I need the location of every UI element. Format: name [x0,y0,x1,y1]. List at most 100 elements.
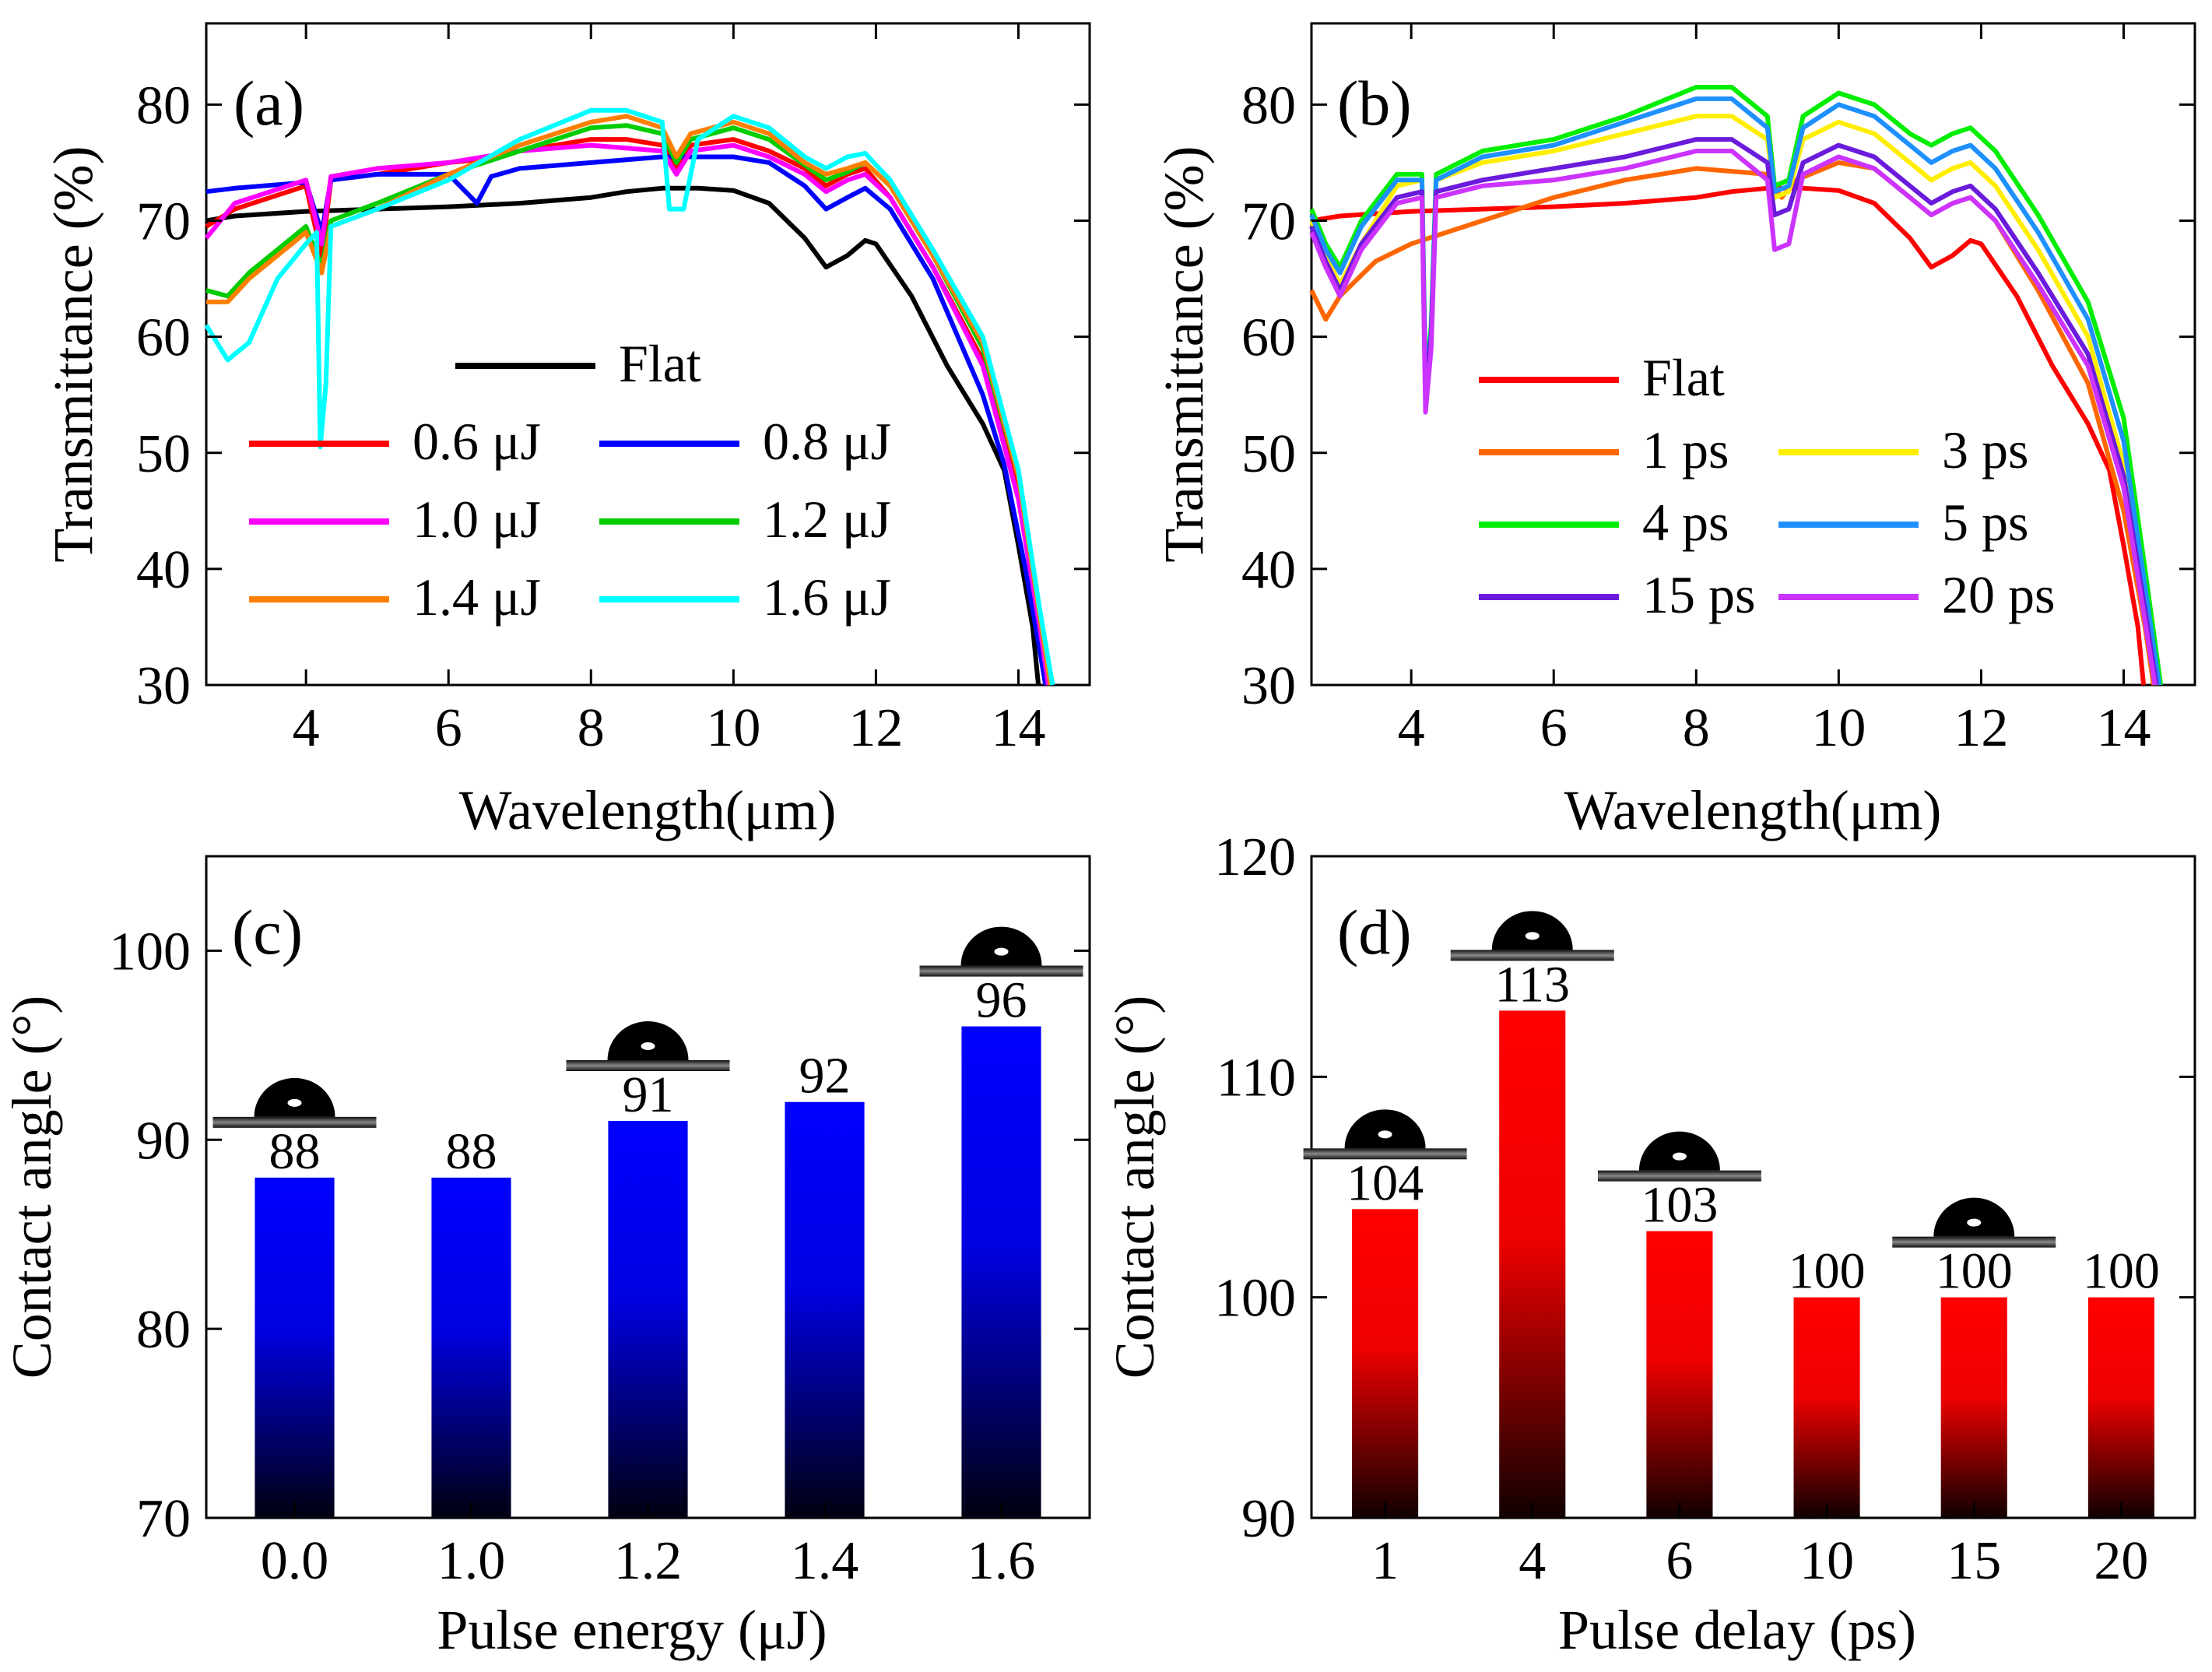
y-tick-label: 30 [1241,656,1296,716]
bar-20 [2087,1297,2154,1518]
panel-b-legend: Flat 1 ps 3 ps 4 ps 5 ps 15 ps 20 ps [1479,348,2055,624]
bar-value-label: 92 [799,1048,851,1105]
droplet-shape [1344,1109,1426,1149]
x-tick-label: 1.0 [437,1531,506,1591]
bar-1-4 [785,1101,865,1518]
substrate-shape [919,965,1083,977]
legend-label-5-ps: 5 ps [1942,493,2028,552]
x-tick-label: 12 [1954,698,2008,758]
droplet-shape [1491,911,1573,950]
y-tick-label: 90 [1241,1489,1296,1549]
panel-d-ylabel: Contact angle (°) [1104,996,1166,1379]
bar-0-0 [255,1177,335,1518]
droplet-highlight [287,1098,302,1107]
panel-c-label: (c) [232,897,303,968]
legend-label-20-ps: 20 ps [1942,565,2055,624]
panel-a-ylabel: Transmittance (%) [42,146,104,562]
droplet-inset-icon [212,1077,377,1128]
x-tick-label: 14 [2096,698,2151,758]
y-tick-label: 90 [136,1111,191,1171]
panel-b-xlabel: Wavelength(μm) [1564,779,1942,841]
legend-label-flat: Flat [619,334,701,393]
droplet-inset-icon [1892,1197,2056,1248]
series-line-15-ps [1309,137,2159,686]
y-tick-label: 80 [1241,76,1296,135]
y-tick-label: 60 [136,308,191,368]
x-tick-label: 1 [1371,1531,1399,1591]
series-line-flat [1311,185,2147,686]
droplet-highlight [1967,1218,1982,1227]
panel-c-bars: 88 88 91 92 96 [212,926,1083,1518]
bar-10 [1793,1297,1860,1518]
bar-value-label: 88 [446,1123,497,1180]
droplet-inset-icon [1450,911,1614,961]
legend-label-3-ps: 3 ps [1942,420,2028,479]
x-tick-label: 20 [2094,1531,2148,1591]
panel-c-ticks: 70 80 90 100 0.0 1.0 1.2 1.4 1.6 [109,922,1090,1591]
panel-d-xlabel: Pulse delay (ps) [1558,1599,1916,1661]
panel-b-ylabel: Transmittance (%) [1153,146,1215,562]
x-tick-label: 14 [991,698,1045,758]
x-tick-label: 12 [848,698,903,758]
x-tick-label: 10 [1799,1531,1854,1591]
y-tick-label: 50 [1241,424,1296,484]
legend-label-1-4-j: 1.4 μJ [413,567,541,627]
x-tick-label: 6 [1540,698,1568,758]
panel-a-ticks: 4 6 8 10 12 14 30 40 50 60 70 80 [136,23,1090,758]
bar-1 [1352,1209,1419,1518]
x-tick-label: 8 [1683,698,1710,758]
droplet-shape [960,926,1042,966]
panel-c-xlabel: Pulse energy (μJ) [437,1599,827,1661]
series-line-1-0-j [204,142,1051,686]
x-tick-label: 8 [578,698,605,758]
x-tick-label: 10 [1811,698,1866,758]
substrate-shape [1450,950,1614,961]
panel-d-ticks: 90 100 110 120 1 4 6 10 15 20 [1214,827,2195,1591]
series-line-1-6-j [204,107,1055,686]
legend-label-flat: Flat [1642,348,1725,407]
substrate-shape [1892,1236,2056,1248]
panel-c-ylabel: Contact angle (°) [1,996,63,1379]
legend-label-1-2-j: 1.2 μJ [763,490,891,549]
legend-label-0-6-j: 0.6 μJ [413,412,541,471]
droplet-shape [254,1077,335,1117]
panel-d-label: (d) [1337,897,1412,968]
droplet-inset-icon [919,926,1083,977]
y-tick-label: 60 [1241,308,1296,368]
panel-a-frame [205,22,1091,687]
series-line-1-ps [1309,160,2156,686]
substrate-shape [566,1060,730,1071]
droplet-inset-icon [1303,1109,1467,1160]
bar-value-label: 100 [1789,1243,1866,1300]
panel-b-ticks: 4 6 8 10 12 14 30 40 50 60 70 80 [1241,23,2195,758]
substrate-shape [212,1116,377,1128]
legend-label-4-ps: 4 ps [1642,493,1729,552]
series-line-20-ps [1309,149,2158,686]
x-tick-label: 10 [706,698,760,758]
droplet-shape [1933,1197,2015,1237]
y-tick-label: 120 [1214,827,1296,887]
y-tick-label: 40 [1241,540,1296,600]
y-tick-label: 30 [136,656,191,716]
y-tick-label: 110 [1217,1048,1296,1108]
legend-label-1-0-j: 1.0 μJ [413,490,541,549]
bar-value-label: 96 [976,972,1027,1029]
droplet-highlight [1525,932,1540,940]
bar-value-label: 88 [269,1123,321,1180]
bar-1-0 [431,1177,511,1518]
droplet-highlight [1672,1152,1687,1161]
bar-6 [1646,1231,1713,1518]
legend-label-15-ps: 15 ps [1642,565,1755,624]
bar-value-label: 113 [1494,956,1570,1013]
y-tick-label: 40 [136,540,191,600]
bar-value-label: 100 [2083,1243,2160,1300]
legend-label-1-ps: 1 ps [1642,420,1729,479]
y-tick-label: 80 [136,76,191,135]
bar-1-6 [961,1026,1041,1518]
panel-d-frame [1310,855,2196,1519]
droplet-highlight [1378,1130,1392,1139]
panel-b-frame [1310,22,2196,687]
panel-b-series-lines [1309,85,2164,686]
